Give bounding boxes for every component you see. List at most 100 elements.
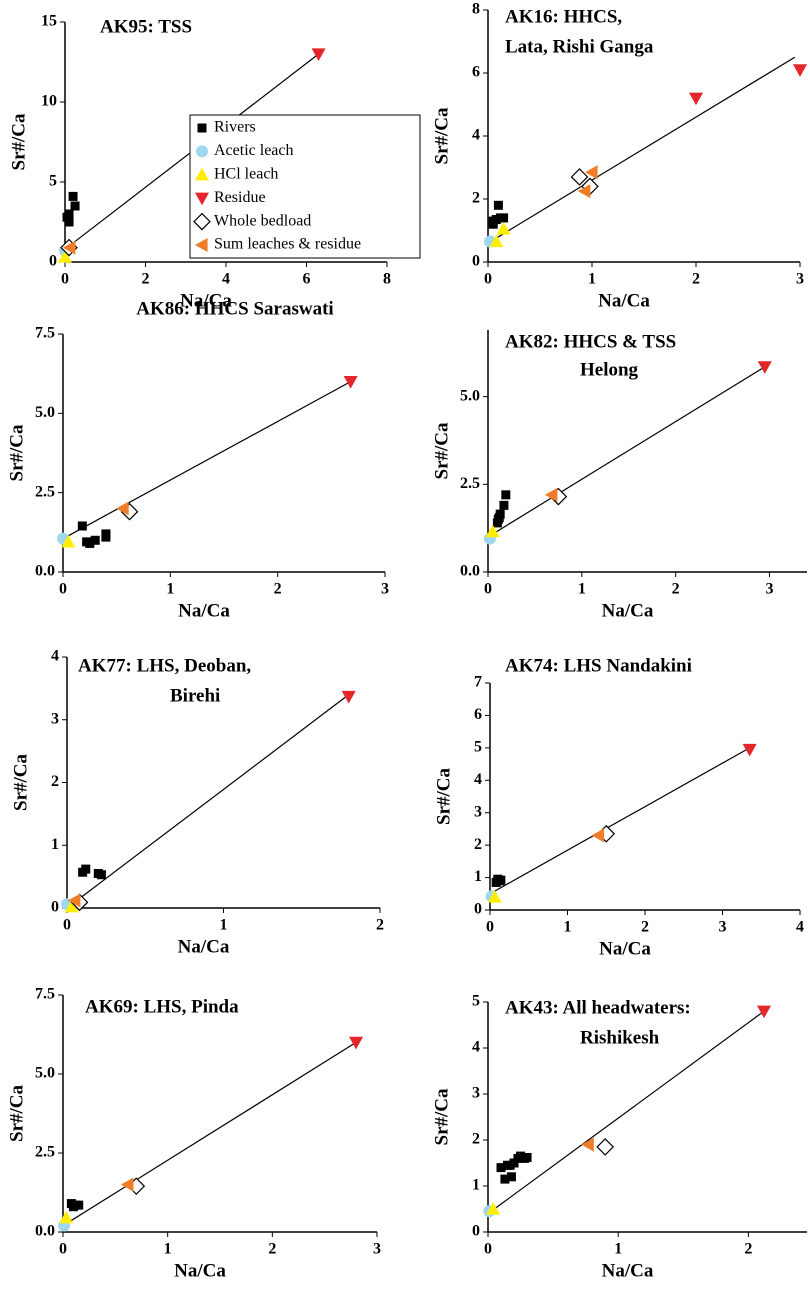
y-axis-label: Sr#/Ca bbox=[6, 424, 27, 482]
x-tick-label: 3 bbox=[373, 1241, 381, 1258]
fit-line bbox=[62, 381, 351, 540]
panel: 0 1 2 3 0.0 2.5 5.0 7.5 Na/Ca Sr#/Ca AK86: HHCS Sa… bbox=[6, 298, 389, 621]
point bbox=[487, 890, 502, 903]
legend-label: Residue bbox=[214, 189, 266, 206]
legend-marker bbox=[195, 238, 208, 252]
point bbox=[496, 221, 511, 235]
chart-title: AK43: All headwaters: bbox=[505, 997, 691, 1018]
y-tick-label: 2.5 bbox=[35, 1144, 55, 1161]
x-tick-label: 3 bbox=[381, 581, 389, 598]
point bbox=[509, 1158, 519, 1168]
point bbox=[90, 535, 100, 545]
x-tick-label: 0 bbox=[59, 581, 67, 598]
point bbox=[77, 521, 87, 531]
fit-line bbox=[489, 747, 750, 895]
x-tick-label: 0 bbox=[59, 1241, 67, 1258]
y-tick-label: 4 bbox=[51, 648, 59, 665]
x-tick-label: 2 bbox=[641, 919, 649, 936]
point bbox=[81, 864, 91, 874]
point bbox=[757, 361, 772, 374]
x-tick-label: 2 bbox=[142, 271, 150, 288]
x-tick-label: 1 bbox=[588, 271, 596, 288]
x-tick-label: 0 bbox=[484, 271, 492, 288]
legend-label: Sum leaches & residue bbox=[214, 236, 361, 253]
y-tick-label: 5 bbox=[474, 739, 482, 756]
y-tick-label: 4 bbox=[474, 771, 482, 788]
point bbox=[120, 1177, 134, 1192]
point bbox=[70, 201, 80, 211]
point bbox=[577, 184, 591, 199]
chart-title: Helong bbox=[580, 359, 639, 380]
x-tick-label: 1 bbox=[166, 581, 174, 598]
y-tick-label: 4 bbox=[472, 1039, 480, 1056]
point bbox=[74, 1200, 84, 1210]
y-tick-label: 5 bbox=[472, 993, 480, 1010]
y-tick-label: 0.0 bbox=[35, 1223, 55, 1240]
legend-marker bbox=[196, 145, 208, 158]
y-tick-label: 2 bbox=[51, 773, 59, 790]
fit-line bbox=[487, 56, 796, 244]
point bbox=[496, 875, 506, 885]
point bbox=[570, 168, 589, 186]
fit-line bbox=[487, 1010, 765, 1215]
point bbox=[62, 240, 76, 255]
point bbox=[67, 893, 81, 908]
x-tick-label: 0 bbox=[484, 1241, 492, 1258]
point bbox=[499, 500, 509, 510]
chart-title: AK77: LHS, Deoban, bbox=[78, 655, 251, 676]
chart-title: AK95: TSS bbox=[100, 16, 192, 37]
point bbox=[485, 524, 500, 538]
point bbox=[486, 1202, 501, 1215]
panel: 0 1 2 0 1 2 3 4 Na/Ca Sr#/Ca AK77: LHS, Deoban, Bir… bbox=[10, 648, 384, 958]
y-tick-label: 5.0 bbox=[35, 1065, 55, 1082]
x-tick-label: 0 bbox=[484, 581, 492, 598]
point bbox=[68, 191, 78, 201]
point bbox=[506, 1172, 516, 1182]
y-tick-label: 2 bbox=[472, 1131, 480, 1148]
legend-marker bbox=[193, 212, 211, 231]
y-tick-label: 6 bbox=[474, 706, 482, 723]
point bbox=[489, 234, 504, 248]
y-axis-label: Sr#/Ca bbox=[431, 422, 452, 480]
y-tick-label: 1 bbox=[472, 1177, 480, 1194]
x-tick-label: 8 bbox=[383, 271, 391, 288]
x-tick-label: 1 bbox=[220, 917, 228, 934]
y-axis-label: Sr#/Ca bbox=[433, 768, 454, 826]
y-axis-label: Sr#/Ca bbox=[6, 1085, 27, 1143]
legend-marker bbox=[197, 123, 207, 133]
y-tick-label: 7.5 bbox=[35, 986, 55, 1003]
legend-label: Whole bedload bbox=[214, 212, 311, 229]
point bbox=[495, 509, 505, 519]
point bbox=[757, 1005, 772, 1019]
point bbox=[493, 200, 503, 210]
y-tick-label: 6 bbox=[472, 64, 480, 81]
point bbox=[341, 690, 356, 704]
fit-line bbox=[66, 694, 350, 909]
point bbox=[64, 899, 79, 913]
x-axis-label: Na/Ca bbox=[599, 938, 651, 959]
y-tick-label: 3 bbox=[474, 803, 482, 820]
x-tick-label: 3 bbox=[765, 581, 773, 598]
y-axis-label: Sr#/Ca bbox=[8, 113, 29, 171]
point bbox=[742, 743, 757, 757]
x-tick-label: 6 bbox=[303, 271, 311, 288]
point bbox=[101, 529, 111, 539]
x-axis-label: Na/Ca bbox=[178, 936, 230, 957]
point bbox=[64, 217, 74, 227]
y-tick-label: 0.0 bbox=[460, 563, 480, 580]
point bbox=[689, 92, 703, 106]
y-tick-label: 4 bbox=[472, 127, 480, 144]
chart-title: Lata, Rishi Ganga bbox=[505, 36, 654, 57]
chart-title: AK82: HHCS & TSS bbox=[505, 331, 676, 352]
point bbox=[581, 1137, 594, 1152]
point bbox=[591, 828, 605, 843]
y-tick-label: 0.0 bbox=[35, 563, 55, 580]
y-tick-label: 2.5 bbox=[35, 483, 55, 500]
y-tick-label: 7.5 bbox=[35, 325, 55, 342]
x-tick-label: 2 bbox=[692, 271, 700, 288]
y-tick-label: 7 bbox=[474, 674, 482, 691]
y-tick-label: 0 bbox=[49, 253, 57, 270]
fit-line bbox=[62, 1041, 357, 1227]
chart-title: Rishikesh bbox=[580, 1027, 660, 1048]
